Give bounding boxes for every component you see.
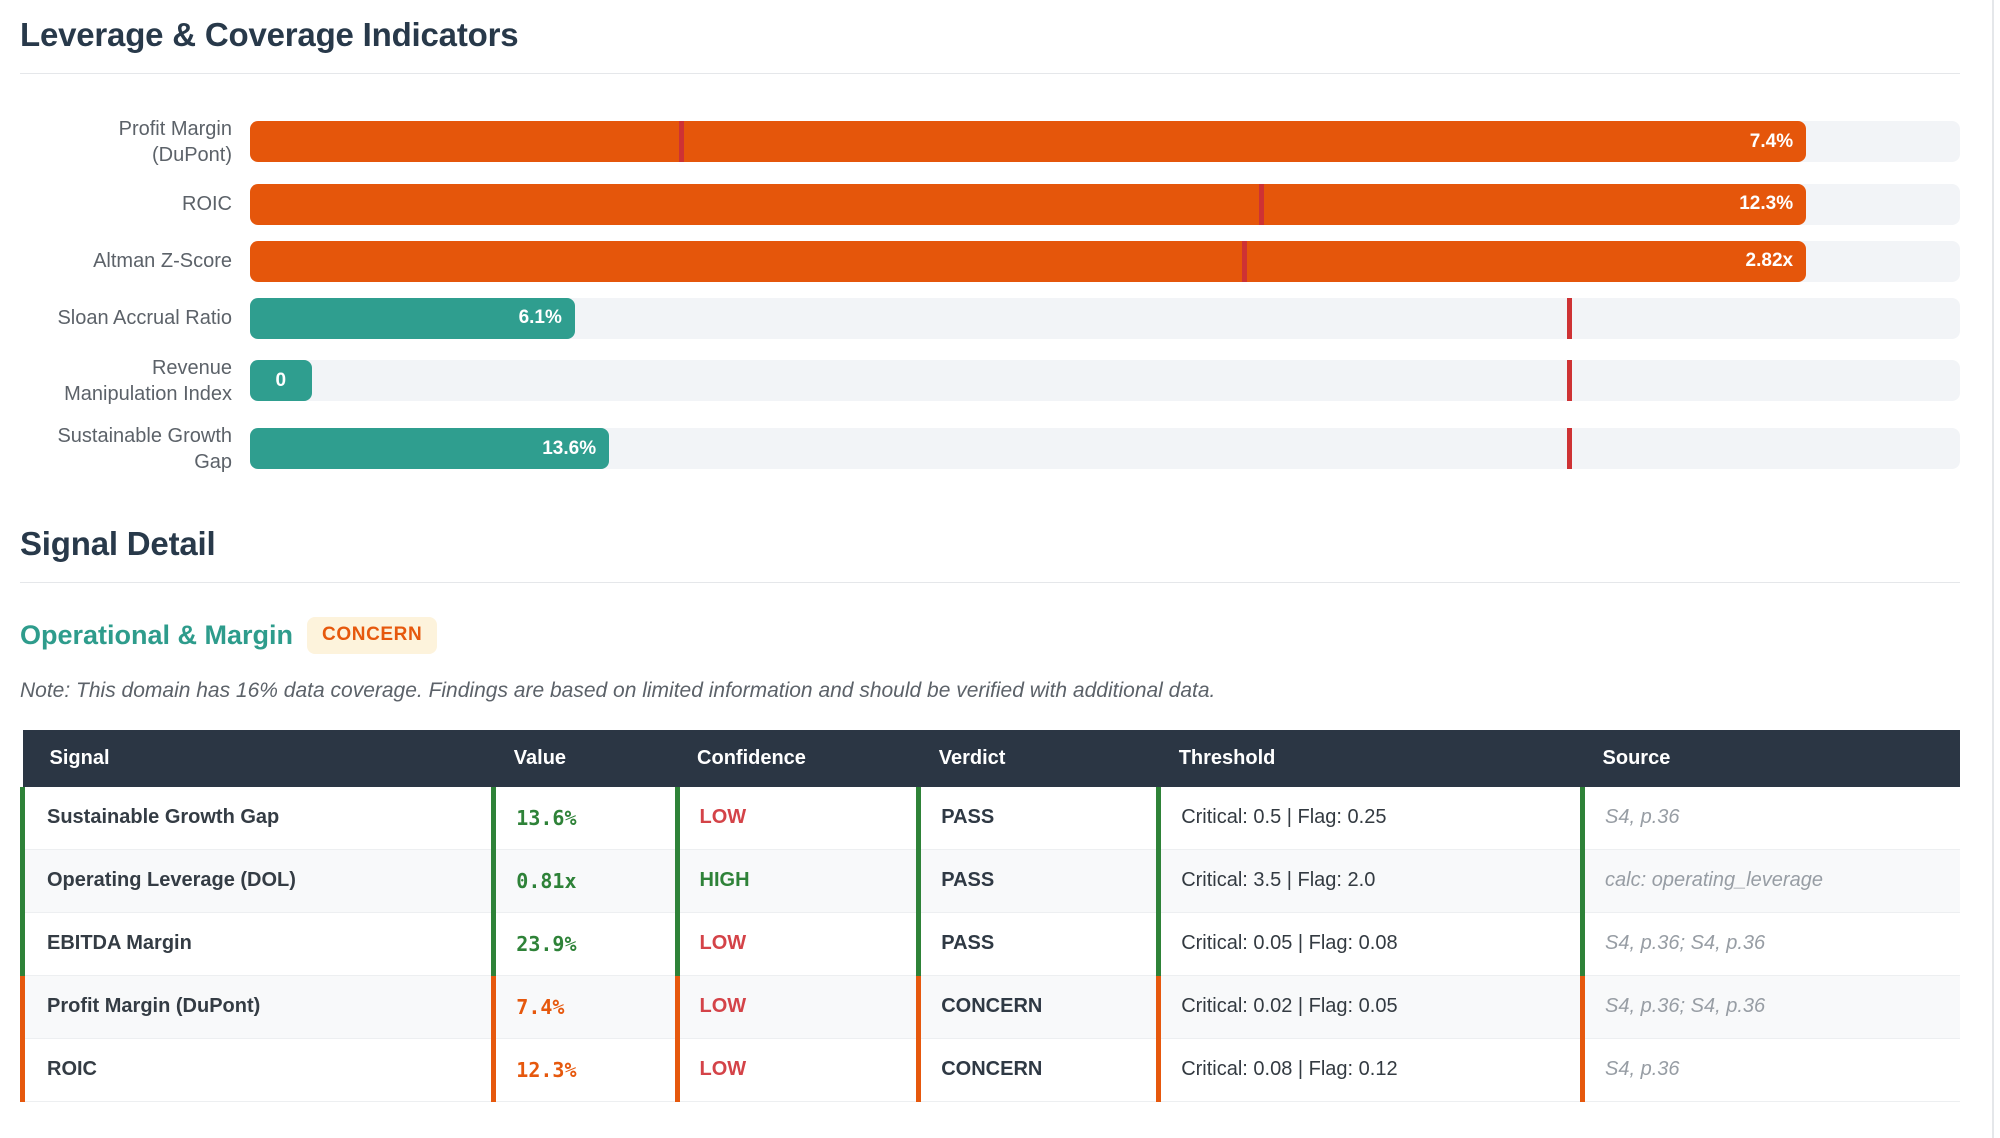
col-header-threshold: Threshold [1158,729,1583,787]
signal-threshold: Critical: 0.05 | Flag: 0.08 [1156,912,1583,976]
signal-verdict: CONCERN [916,1038,1159,1102]
leverage-coverage-bar-chart: Profit Margin (DuPont) 7.4% ROIC 12.3% A… [20,116,1960,475]
signal-name: ROIC [19,1038,494,1102]
concern-badge: CONCERN [307,616,438,654]
bar-row-roic: ROIC 12.3% [20,183,1960,225]
signal-source: S4, p.36 [1580,1038,1960,1102]
signal-verdict: CONCERN [916,975,1159,1039]
col-header-verdict: Verdict [918,729,1159,787]
coverage-note: Note: This domain has 16% data coverage.… [20,678,1216,702]
signal-source: calc: operating_leverage [1580,849,1960,913]
signal-value: 12.3% [491,1038,678,1102]
signal-source: S4, p.36; S4, p.36 [1580,912,1960,976]
bar-track: 7.4% [250,121,1960,163]
signal-confidence: LOW [674,912,919,976]
bar-label: ROIC [182,193,232,216]
bar-label: Sloan Accrual Ratio [57,307,232,330]
bar-value-label: 12.3% [1739,193,1794,215]
domain-heading: Operational & Margin CONCERN [20,616,1960,654]
bar-value-label: 6.1% [518,307,562,329]
signal-source: S4, p.36; S4, p.36 [1580,975,1960,1039]
bar-fill: 2.82x [250,240,1807,282]
signal-confidence: LOW [674,1038,919,1102]
bar-label: Sustainable Growth Gap [57,424,232,473]
bar-row-altman-z-score: Altman Z-Score 2.82x [20,240,1960,282]
threshold-marker [1566,297,1572,339]
bar-row-revenue-manipulation-index: Revenue Manipulation Index 0 [20,355,1960,407]
col-header-signal: Signal [22,729,494,787]
signal-value: 7.4% [491,975,678,1039]
col-header-source: Source [1582,729,1960,787]
bar-value-label: 7.4% [1749,130,1794,152]
signal-verdict: PASS [916,786,1159,850]
table-row: EBITDA Margin 23.9% LOW PASS Critical: 0… [19,912,1960,976]
signal-table-header: Signal Value Confidence Verdict Threshol… [22,729,1960,787]
bar-track: 12.3% [250,183,1960,225]
report-page: Leverage & Coverage Indicators Profit Ma… [19,16,1960,1102]
signal-value: 13.6% [491,786,678,850]
section-divider [20,72,1960,74]
bar-fill: 12.3% [250,183,1807,225]
bar-value-label: 13.6% [542,437,597,459]
signal-confidence: LOW [674,975,919,1039]
signal-value: 0.81x [491,849,678,913]
page-right-border [1992,0,1994,1138]
header-row: Signal Value Confidence Verdict Threshol… [22,729,1960,787]
bar-fill: 0 [250,360,312,402]
signal-threshold: Critical: 0.5 | Flag: 0.25 [1156,786,1583,850]
signal-verdict: PASS [916,849,1159,913]
col-header-confidence: Confidence [677,729,919,787]
signal-detail-title: Signal Detail [20,524,216,562]
bar-track: 13.6% [250,428,1960,470]
col-header-value: Value [493,729,678,787]
signal-threshold: Critical: 3.5 | Flag: 2.0 [1156,849,1583,913]
threshold-marker [679,121,685,163]
bar-label: Profit Margin (DuPont) [118,117,232,166]
bar-row-sustainable-growth-gap: Sustainable Growth Gap 13.6% [20,423,1960,475]
bar-fill: 13.6% [250,428,610,470]
bar-value-label: 2.82x [1745,250,1794,272]
threshold-marker [1241,240,1247,282]
bar-label: Revenue Manipulation Index [64,356,232,405]
table-row: ROIC 12.3% LOW CONCERN Critical: 0.08 | … [19,1038,1960,1102]
signal-table: Signal Value Confidence Verdict Threshol… [19,729,1960,1102]
signal-confidence: HIGH [674,849,919,913]
threshold-marker [1258,183,1264,225]
table-row: Sustainable Growth Gap 13.6% LOW PASS Cr… [19,786,1960,850]
signal-name: Profit Margin (DuPont) [19,975,494,1039]
bar-track: 6.1% [250,297,1960,339]
bar-row-profit-margin: Profit Margin (DuPont) 7.4% [20,116,1960,168]
domain-heading-label: Operational & Margin [20,619,294,650]
section-divider [20,581,1960,583]
bar-track: 2.82x [250,240,1960,282]
signal-name: EBITDA Margin [19,912,494,976]
bar-track: 0 [250,360,1960,402]
signal-threshold: Critical: 0.02 | Flag: 0.05 [1156,975,1583,1039]
bar-label: Altman Z-Score [93,250,232,273]
signal-name: Operating Leverage (DOL) [19,849,494,913]
signal-value: 23.9% [491,912,678,976]
signal-threshold: Critical: 0.08 | Flag: 0.12 [1156,1038,1583,1102]
bar-fill: 7.4% [250,121,1807,163]
threshold-marker [1566,360,1572,402]
signal-name: Sustainable Growth Gap [19,786,494,850]
bar-fill: 6.1% [250,297,575,339]
bar-row-sloan-accrual-ratio: Sloan Accrual Ratio 6.1% [20,297,1960,339]
table-row: Operating Leverage (DOL) 0.81x HIGH PASS… [19,849,1960,913]
signal-source: S4, p.36 [1580,786,1960,850]
threshold-marker [1566,428,1572,470]
bar-value-label: 0 [275,369,287,391]
signal-verdict: PASS [916,912,1159,976]
leverage-section-title: Leverage & Coverage Indicators [20,16,519,53]
signal-confidence: LOW [674,786,919,850]
table-row: Profit Margin (DuPont) 7.4% LOW CONCERN … [19,975,1960,1039]
